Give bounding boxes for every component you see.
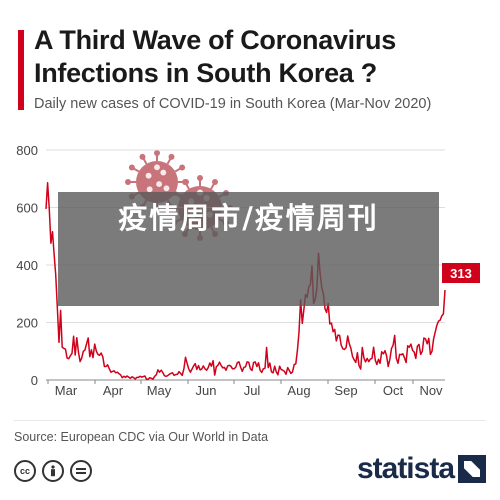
x-tick-label: May [147,383,172,398]
title-accent-bar [18,30,24,110]
y-axis-ticks: 0 200 400 600 800 [16,143,38,388]
y-tick-label: 200 [16,316,38,331]
virus-spike-tip [125,179,131,185]
virus-spot [163,185,170,192]
footer-divider [14,420,486,421]
virus-spot [156,181,163,188]
x-tick-label: Mar [55,383,78,398]
logo-mark-icon [458,455,486,483]
source-text: Source: European CDC via Our World in Da… [14,430,269,444]
x-axis-ticks: Mar Apr May Jun Jul Aug Sep Oct Nov [47,380,443,398]
logo-text: statista [356,452,455,485]
x-tick-label: Oct [383,383,404,398]
no-derivatives-icon [70,460,92,482]
watermark-overlay-text: 疫情周市/疫情周刊 [118,201,379,235]
end-label: 313 [442,263,480,284]
cc-icon: cc [14,460,36,482]
virus-spike-tip [139,153,146,160]
end-label-box [442,263,480,284]
y-tick-label: 0 [31,373,38,388]
end-label-value: 313 [450,266,472,281]
chart-subtitle: Daily new cases of COVID-19 in South Kor… [34,96,432,112]
virus-spike-tip [212,179,218,186]
attribution-icon [42,460,64,482]
virus-spot [145,172,152,179]
virus-spike-tip [182,179,188,186]
x-tick-label: Aug [287,383,310,398]
virus-spike-tip [154,150,160,156]
virus-spike-tip [179,164,186,171]
x-tick-label: Sep [334,383,357,398]
x-tick-label: Jun [196,383,217,398]
virus-spot [146,186,153,193]
virus-spike-tip [168,153,175,160]
license-icons: cc [14,460,92,482]
x-tick-label: Apr [103,383,124,398]
x-tick-label: Jul [244,383,261,398]
y-tick-label: 800 [16,143,38,158]
series-line [45,182,446,381]
virus-spot [154,164,160,171]
y-tick-label: 400 [16,258,38,273]
y-tick-label: 600 [16,201,38,216]
statista-logo[interactable]: statista [357,452,486,486]
chart-title: A Third Wave of Coronavirus Infections i… [34,25,396,88]
watermark-overlay [58,192,439,306]
virus-spot [160,169,167,176]
virus-spike-tip [197,175,203,181]
virus-spike-tip [128,164,135,171]
x-tick-label: Nov [419,383,443,398]
